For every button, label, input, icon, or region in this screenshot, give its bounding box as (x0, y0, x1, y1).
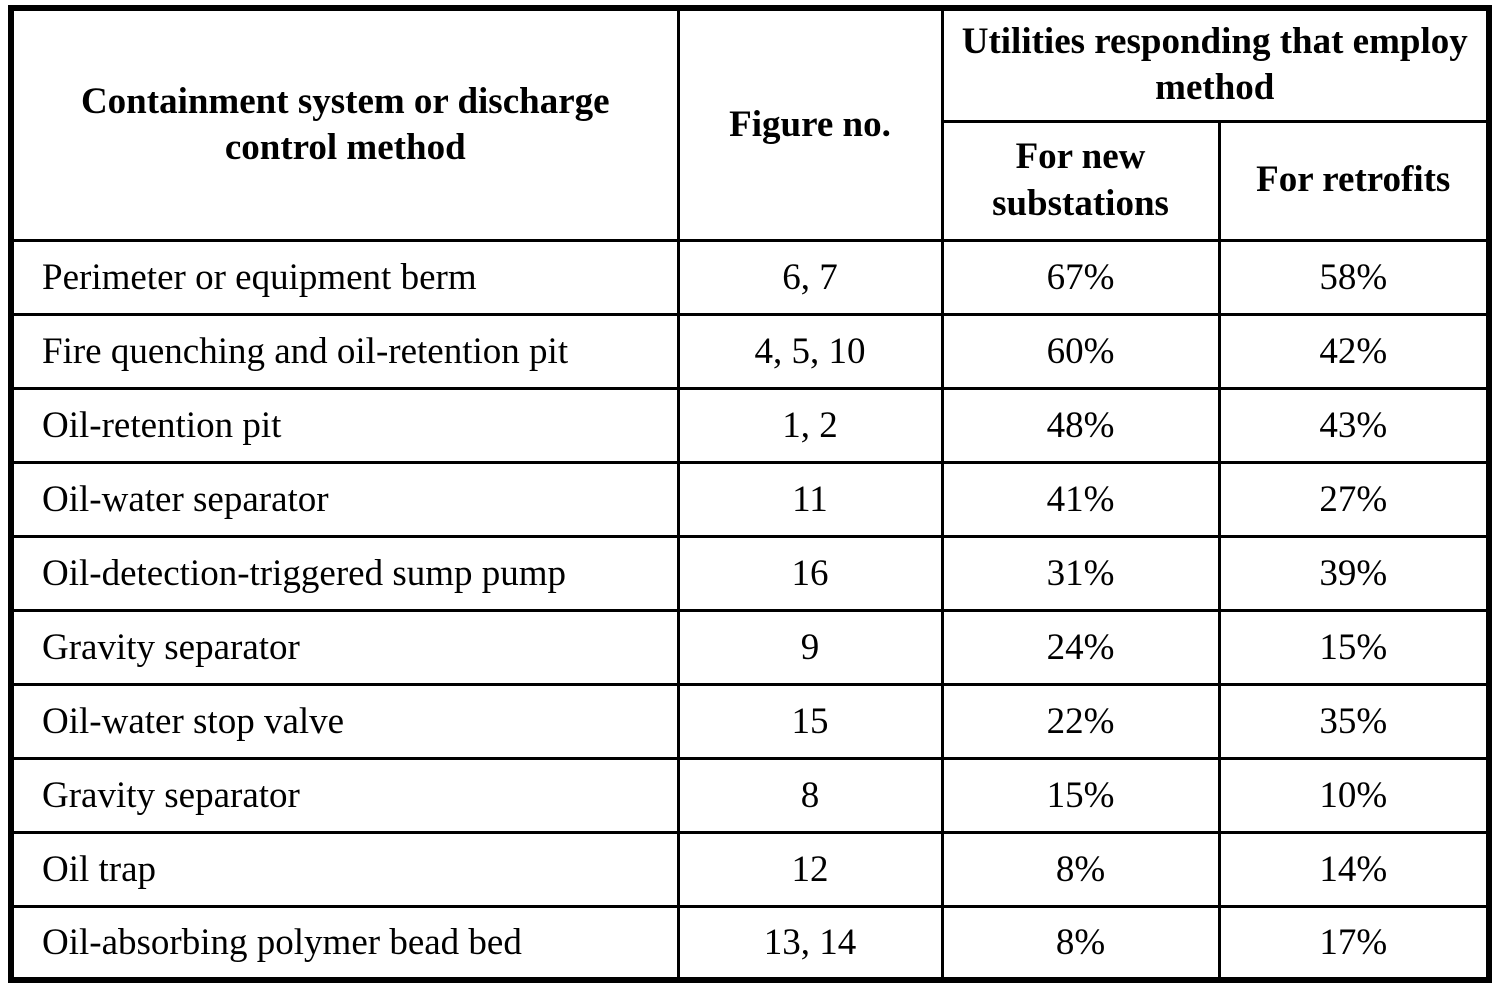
cell-retrofits: 43% (1217, 386, 1491, 464)
cell-new-substations: 15% (940, 756, 1221, 834)
header-figure-no: Figure no. (676, 6, 944, 242)
cell-new-substations: 67% (940, 238, 1221, 316)
cell-new-substations: 48% (940, 386, 1221, 464)
cell-retrofits: 14% (1217, 830, 1491, 908)
cell-figure-no: 6, 7 (676, 238, 944, 316)
cell-figure-no: 9 (676, 608, 944, 686)
cell-retrofits: 58% (1217, 238, 1491, 316)
cell-retrofits: 27% (1217, 460, 1491, 538)
cell-new-substations: 24% (940, 608, 1221, 686)
cell-method: Perimeter or equipment berm (9, 238, 680, 316)
header-retrofits: For retrofits (1217, 119, 1491, 242)
table-row: Perimeter or equipment berm 6, 7 67% 58% (9, 238, 1491, 316)
table-row: Fire quenching and oil-retention pit 4, … (9, 312, 1491, 390)
cell-figure-no: 12 (676, 830, 944, 908)
cell-new-substations: 31% (940, 534, 1221, 612)
cell-figure-no: 1, 2 (676, 386, 944, 464)
cell-figure-no: 15 (676, 682, 944, 760)
header-utilities-group: Utilities responding that employ method (940, 6, 1491, 123)
cell-retrofits: 17% (1217, 904, 1491, 982)
cell-figure-no: 16 (676, 534, 944, 612)
cell-method: Oil trap (9, 830, 680, 908)
cell-method: Gravity separator (9, 756, 680, 834)
cell-method: Oil-retention pit (9, 386, 680, 464)
header-new-substations: For new substations (940, 119, 1221, 242)
cell-new-substations: 60% (940, 312, 1221, 390)
table-row: Oil-absorbing polymer bead bed 13, 14 8%… (9, 904, 1491, 982)
cell-method: Oil-absorbing polymer bead bed (9, 904, 680, 982)
header-method: Containment system or discharge control … (9, 6, 680, 242)
cell-retrofits: 10% (1217, 756, 1491, 834)
table-row: Oil-detection-triggered sump pump 16 31%… (9, 534, 1491, 612)
table-row: Gravity separator 9 24% 15% (9, 608, 1491, 686)
table-row: Oil trap 12 8% 14% (9, 830, 1491, 908)
cell-method: Oil-water stop valve (9, 682, 680, 760)
cell-new-substations: 8% (940, 904, 1221, 982)
cell-new-substations: 41% (940, 460, 1221, 538)
cell-figure-no: 4, 5, 10 (676, 312, 944, 390)
cell-retrofits: 39% (1217, 534, 1491, 612)
cell-retrofits: 35% (1217, 682, 1491, 760)
table-header: Containment system or discharge control … (9, 6, 1491, 242)
cell-figure-no: 8 (676, 756, 944, 834)
containment-methods-table: Containment system or discharge control … (8, 5, 1493, 983)
table-body: Perimeter or equipment berm 6, 7 67% 58%… (9, 238, 1491, 982)
cell-figure-no: 13, 14 (676, 904, 944, 982)
table-row: Oil-water separator 11 41% 27% (9, 460, 1491, 538)
table-row: Oil-water stop valve 15 22% 35% (9, 682, 1491, 760)
table-row: Gravity separator 8 15% 10% (9, 756, 1491, 834)
cell-new-substations: 8% (940, 830, 1221, 908)
cell-new-substations: 22% (940, 682, 1221, 760)
cell-method: Oil-detection-triggered sump pump (9, 534, 680, 612)
table-row: Oil-retention pit 1, 2 48% 43% (9, 386, 1491, 464)
cell-method: Fire quenching and oil-retention pit (9, 312, 680, 390)
cell-figure-no: 11 (676, 460, 944, 538)
cell-retrofits: 15% (1217, 608, 1491, 686)
cell-method: Gravity separator (9, 608, 680, 686)
cell-method: Oil-water separator (9, 460, 680, 538)
cell-retrofits: 42% (1217, 312, 1491, 390)
